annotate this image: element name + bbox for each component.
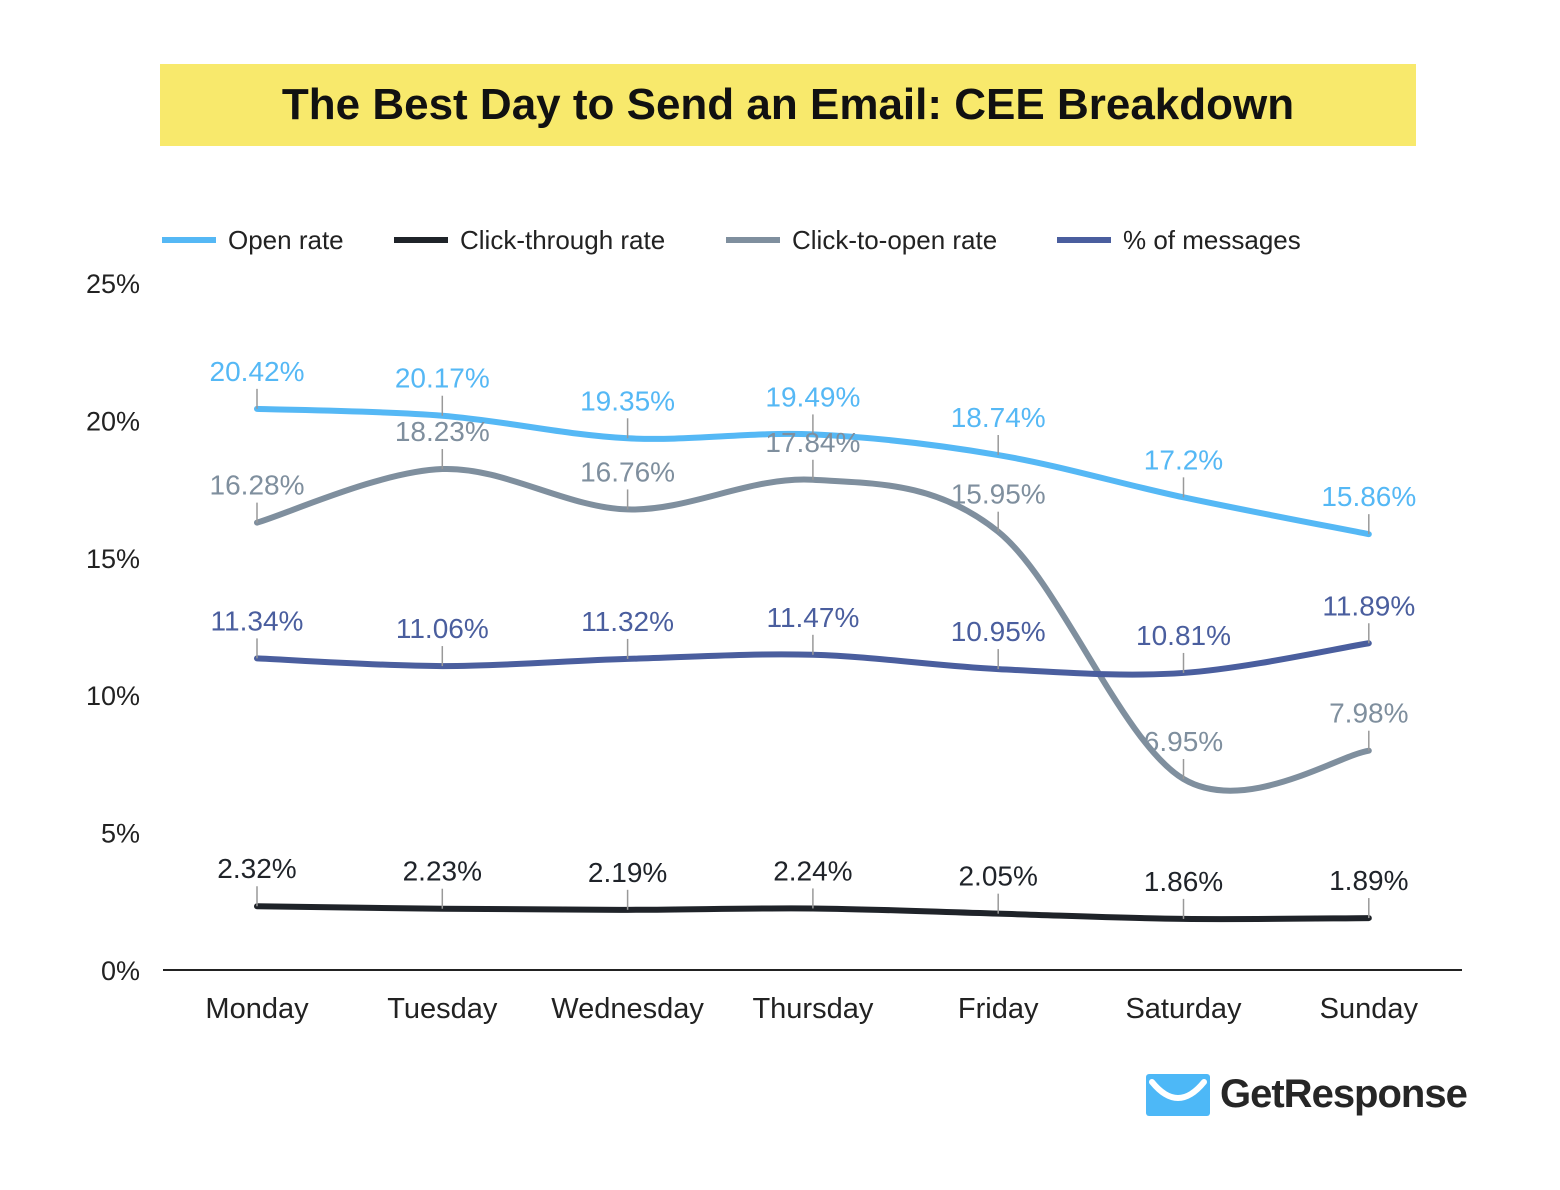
x-tick-label: Friday xyxy=(958,993,1039,1025)
data-label: 16.28% xyxy=(210,470,305,501)
data-label: 2.24% xyxy=(773,855,852,886)
data-label: 16.76% xyxy=(580,456,675,487)
legend-label: Click-to-open rate xyxy=(792,225,997,255)
data-label: 17.2% xyxy=(1144,444,1223,475)
data-label: 18.74% xyxy=(951,402,1046,433)
data-label: 19.49% xyxy=(765,381,860,412)
logo-text: GetResponse xyxy=(1220,1072,1468,1116)
data-label: 10.81% xyxy=(1136,620,1231,651)
data-label: 17.84% xyxy=(765,427,860,458)
data-label: 20.42% xyxy=(210,356,305,387)
x-tick-label: Thursday xyxy=(752,993,873,1025)
data-label: 2.23% xyxy=(403,856,482,887)
getresponse-logo: GetResponse xyxy=(1146,1072,1468,1117)
data-label: 7.98% xyxy=(1329,698,1408,729)
data-label: 6.95% xyxy=(1144,726,1223,757)
data-label: 10.95% xyxy=(951,616,1046,647)
legend-label: Open rate xyxy=(228,225,344,255)
data-label: 2.05% xyxy=(958,861,1037,892)
y-tick-label: 25% xyxy=(86,269,140,299)
y-tick-label: 10% xyxy=(86,681,140,711)
x-tick-label: Monday xyxy=(205,993,309,1025)
y-tick-label: 0% xyxy=(101,956,140,986)
y-tick-label: 5% xyxy=(101,819,140,849)
data-label: 1.86% xyxy=(1144,866,1223,897)
data-label: 11.06% xyxy=(396,613,489,644)
data-label: 20.17% xyxy=(395,363,490,394)
data-label: 19.35% xyxy=(580,385,675,416)
data-label: 15.86% xyxy=(1321,481,1416,512)
legend-label: Click-through rate xyxy=(460,225,665,255)
y-tick-label: 15% xyxy=(86,544,140,574)
data-label: 11.32% xyxy=(581,606,674,637)
x-tick-label: Wednesday xyxy=(551,993,704,1025)
data-label: 2.32% xyxy=(217,853,296,884)
x-tick-label: Tuesday xyxy=(387,993,498,1025)
data-label: 11.34% xyxy=(211,605,304,636)
envelope-logo-icon xyxy=(1146,1073,1210,1116)
x-tick-label: Sunday xyxy=(1320,993,1419,1025)
legend-label: % of messages xyxy=(1123,225,1301,255)
data-label: 11.47% xyxy=(766,602,859,633)
data-label: 1.89% xyxy=(1329,865,1408,896)
data-label: 2.19% xyxy=(588,857,667,888)
y-tick-label: 20% xyxy=(86,406,140,436)
title-banner: The Best Day to Send an Email: CEE Break… xyxy=(160,64,1416,146)
chart-title: The Best Day to Send an Email: CEE Break… xyxy=(281,80,1295,129)
data-label: 15.95% xyxy=(951,479,1046,510)
data-label: 18.23% xyxy=(395,416,490,447)
data-label: 11.89% xyxy=(1322,590,1415,621)
x-tick-label: Saturday xyxy=(1125,993,1242,1025)
